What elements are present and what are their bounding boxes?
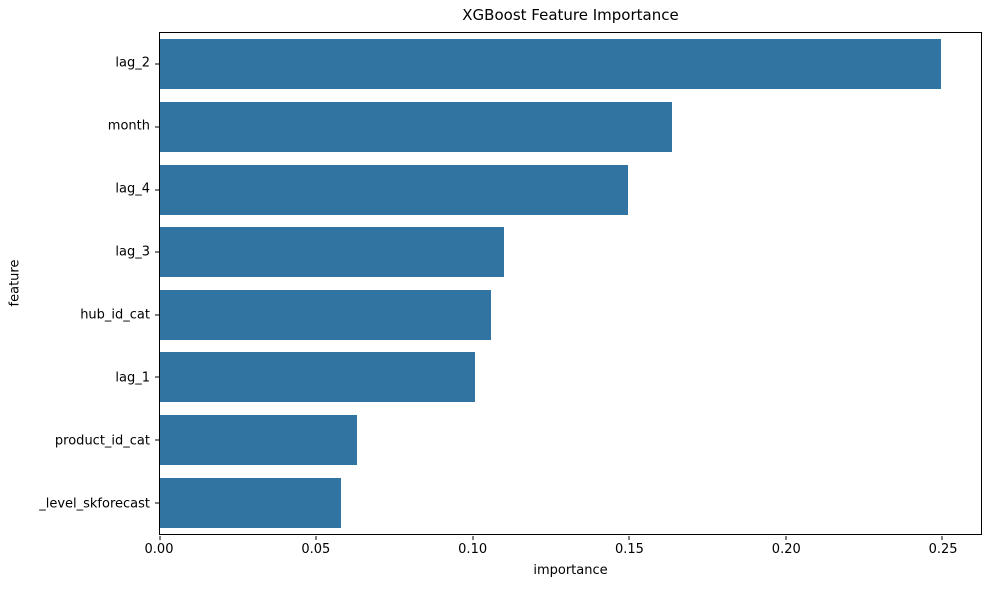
y-tick-mark xyxy=(155,63,159,65)
y-tick-mark xyxy=(155,502,159,504)
bar-lag_1 xyxy=(160,352,475,403)
x-tick-mark xyxy=(159,536,161,540)
x-axis-label: importance xyxy=(533,563,608,578)
x-tick-mark xyxy=(472,536,474,540)
x-tick-mark xyxy=(785,536,787,540)
x-tick-label: 0.00 xyxy=(144,542,174,557)
x-tick-label: 0.15 xyxy=(614,542,644,557)
y-tick-mark xyxy=(155,376,159,378)
bar-lag_4 xyxy=(160,164,629,215)
y-tick-label: lag_4 xyxy=(115,181,150,197)
y-tick-label: hub_id_cat xyxy=(80,307,150,323)
plot-area xyxy=(155,32,982,540)
y-tick-mark xyxy=(155,314,159,316)
x-tick-labels: 0.00 0.05 0.10 0.15 0.20 0.25 xyxy=(145,540,982,558)
x-tick-label: 0.10 xyxy=(458,542,488,557)
x-tick-label: 0.05 xyxy=(301,542,331,557)
bar-lag_3 xyxy=(160,227,504,278)
bar-product_id_cat xyxy=(160,415,357,466)
chart-title: XGBoost Feature Importance xyxy=(462,6,679,24)
bar-hub_id_cat xyxy=(160,289,491,340)
y-tick-label: product_id_cat xyxy=(54,433,150,449)
y-tick-mark xyxy=(155,439,159,441)
x-tick-mark xyxy=(628,536,630,540)
x-tick-label: 0.25 xyxy=(928,542,958,557)
x-tick-mark xyxy=(315,536,317,540)
bar-month xyxy=(160,101,673,152)
y-tick-mark xyxy=(155,189,159,191)
y-tick-mark xyxy=(155,251,159,253)
y-tick-label: lag_2 xyxy=(115,55,150,71)
y-tick-mark xyxy=(155,126,159,128)
bar-_level_skforecast xyxy=(160,477,341,528)
x-tick-label: 0.20 xyxy=(771,542,801,557)
y-tick-label: _level_skforecast xyxy=(39,496,150,512)
y-tick-label: lag_3 xyxy=(115,244,150,260)
x-tick-mark xyxy=(941,536,943,540)
y-tick-label: lag_1 xyxy=(115,370,150,386)
y-tick-label: month xyxy=(107,118,150,134)
bar-lag_2 xyxy=(160,39,941,90)
